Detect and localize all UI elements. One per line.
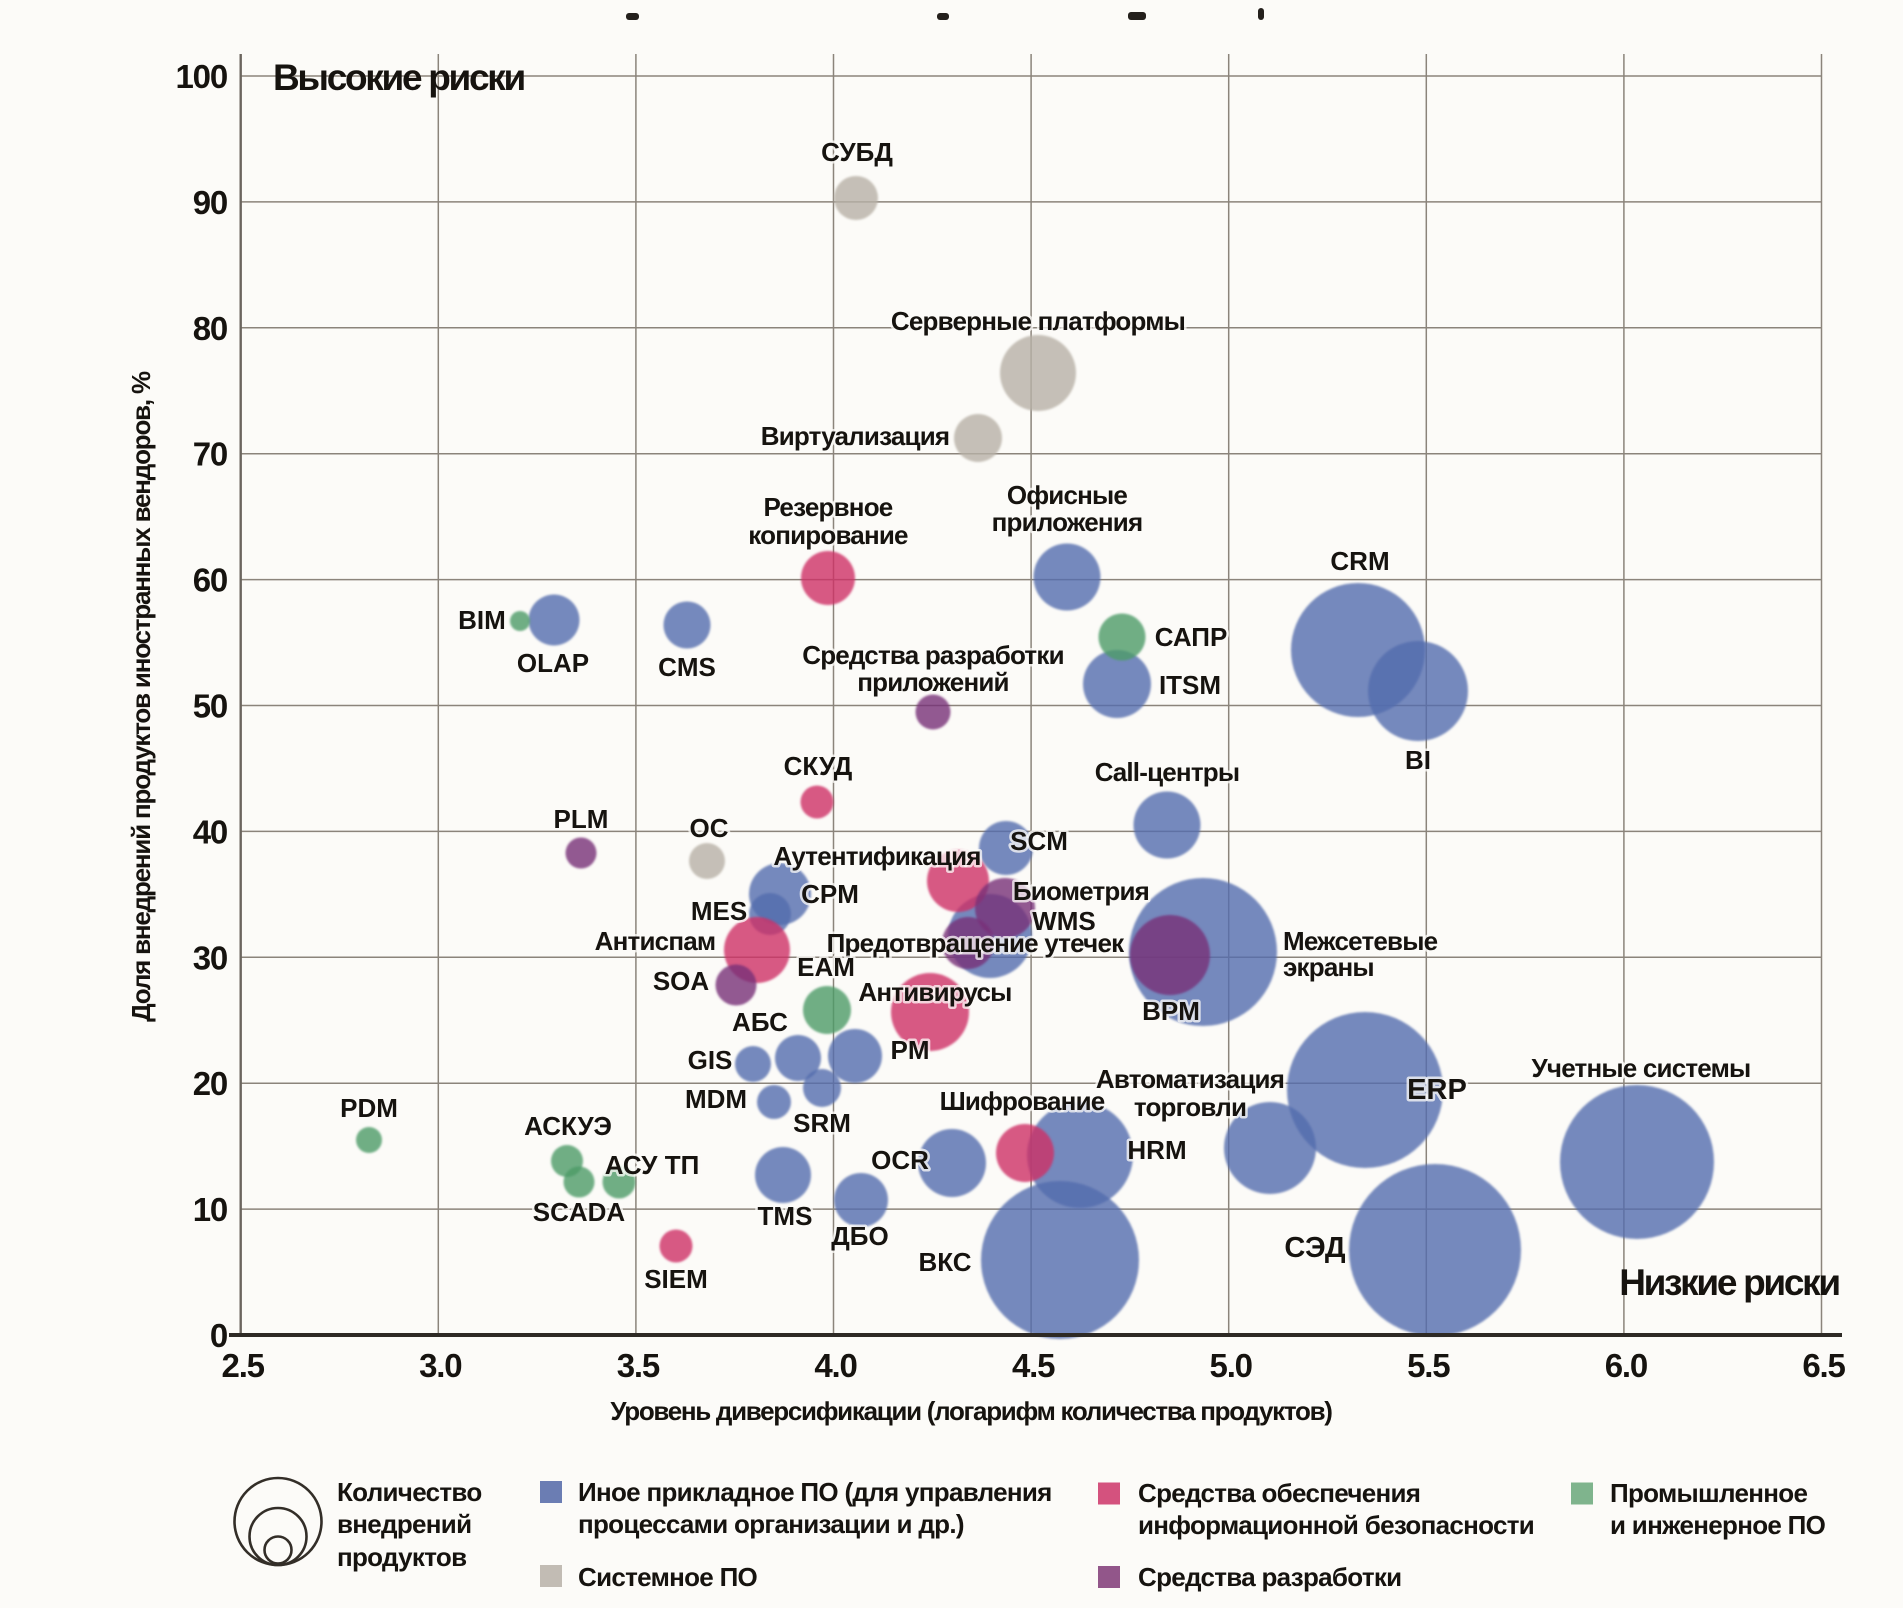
- svg-text:20: 20: [193, 1065, 227, 1102]
- svg-text:6.5: 6.5: [1802, 1347, 1845, 1384]
- svg-text:ITSM: ITSM: [1159, 670, 1221, 700]
- svg-text:экраны: экраны: [1283, 952, 1374, 982]
- svg-text:Аутентификация: Аутентификация: [773, 841, 980, 871]
- svg-text:Межсетевые: Межсетевые: [1283, 926, 1438, 956]
- svg-text:СЭД: СЭД: [1284, 1232, 1345, 1264]
- svg-text:Учетные системы: Учетные системы: [1532, 1053, 1751, 1083]
- svg-text:SIEM: SIEM: [644, 1264, 708, 1294]
- svg-text:Уровень диверсификации (логари: Уровень диверсификации (логарифм количес…: [610, 1396, 1332, 1426]
- svg-text:СКУД: СКУД: [784, 751, 853, 781]
- svg-text:30: 30: [193, 939, 227, 976]
- svg-text:Средства разработки: Средства разработки: [802, 640, 1064, 670]
- svg-text:10: 10: [193, 1191, 227, 1228]
- svg-text:2.5: 2.5: [222, 1347, 265, 1384]
- svg-text:продуктов: продуктов: [337, 1542, 466, 1572]
- svg-text:торговли: торговли: [1134, 1092, 1246, 1122]
- svg-text:Call-центры: Call-центры: [1095, 757, 1240, 787]
- svg-text:внедрений: внедрений: [337, 1509, 471, 1539]
- svg-text:BI: BI: [1405, 745, 1431, 775]
- svg-text:EAM: EAM: [797, 952, 855, 982]
- svg-text:Количество: Количество: [337, 1477, 482, 1507]
- svg-text:ERP: ERP: [1407, 1074, 1467, 1106]
- svg-text:процессами организации и др.): процессами организации и др.): [578, 1509, 964, 1539]
- svg-text:CPM: CPM: [801, 879, 859, 909]
- svg-text:SRM: SRM: [793, 1108, 851, 1138]
- svg-text:5.0: 5.0: [1210, 1347, 1252, 1384]
- svg-text:MDM: MDM: [685, 1084, 747, 1114]
- svg-text:приложения: приложения: [992, 507, 1143, 537]
- svg-text:PDM: PDM: [340, 1093, 398, 1123]
- svg-text:ОС: ОС: [690, 813, 729, 843]
- svg-text:приложений: приложений: [857, 667, 1009, 697]
- svg-text:Антивирусы: Антивирусы: [858, 977, 1011, 1007]
- svg-text:информационной безопасности: информационной безопасности: [1138, 1510, 1534, 1540]
- svg-text:3.0: 3.0: [419, 1347, 461, 1384]
- svg-text:GIS: GIS: [688, 1045, 733, 1075]
- svg-text:90: 90: [193, 184, 227, 221]
- svg-text:PLM: PLM: [554, 804, 609, 834]
- svg-text:Биометрия: Биометрия: [1013, 876, 1149, 906]
- svg-text:АСКУЭ: АСКУЭ: [524, 1111, 612, 1141]
- svg-text:АБС: АБС: [732, 1007, 788, 1037]
- svg-text:60: 60: [193, 562, 227, 599]
- svg-text:OLAP: OLAP: [517, 648, 589, 678]
- svg-text:0: 0: [210, 1317, 227, 1354]
- svg-text:3.5: 3.5: [617, 1347, 660, 1384]
- svg-text:OCR: OCR: [871, 1145, 929, 1175]
- svg-text:САПР: САПР: [1155, 622, 1228, 652]
- svg-text:Доля внедрений продуктов иност: Доля внедрений продуктов иностранных вен…: [126, 371, 156, 1022]
- svg-text:50: 50: [193, 688, 227, 725]
- svg-text:Виртуализация: Виртуализация: [761, 421, 950, 451]
- svg-text:80: 80: [193, 310, 227, 347]
- svg-text:MES: MES: [691, 896, 747, 926]
- svg-text:4.0: 4.0: [814, 1347, 856, 1384]
- svg-text:PM: PM: [891, 1035, 930, 1065]
- svg-text:и инженерное ПО: и инженерное ПО: [1610, 1510, 1826, 1540]
- svg-text:HRM: HRM: [1127, 1135, 1186, 1165]
- svg-text:CRM: CRM: [1330, 546, 1389, 576]
- svg-text:Средства разработки: Средства разработки: [1138, 1562, 1401, 1592]
- svg-text:ВКС: ВКС: [918, 1247, 971, 1277]
- svg-text:Высокие риски: Высокие риски: [273, 57, 524, 98]
- svg-text:40: 40: [193, 813, 227, 850]
- svg-text:CMS: CMS: [658, 652, 716, 682]
- svg-text:BPM: BPM: [1142, 996, 1200, 1026]
- svg-text:АСУ ТП: АСУ ТП: [605, 1150, 700, 1180]
- svg-text:BIM: BIM: [458, 605, 506, 635]
- svg-text:ДБО: ДБО: [831, 1221, 888, 1251]
- svg-text:WMS: WMS: [1032, 906, 1096, 936]
- svg-text:СУБД: СУБД: [821, 137, 893, 167]
- svg-text:4.5: 4.5: [1012, 1347, 1055, 1384]
- svg-text:5.5: 5.5: [1407, 1347, 1450, 1384]
- svg-text:100: 100: [176, 58, 227, 95]
- svg-text:Системное ПО: Системное ПО: [578, 1562, 758, 1592]
- svg-text:копирование: копирование: [748, 520, 908, 550]
- svg-text:Иное прикладное ПО (для управл: Иное прикладное ПО (для управления: [578, 1477, 1052, 1507]
- svg-text:Шифрование: Шифрование: [940, 1086, 1105, 1116]
- svg-text:Средства обеспечения: Средства обеспечения: [1138, 1478, 1420, 1508]
- svg-text:6.0: 6.0: [1605, 1347, 1647, 1384]
- svg-text:SOA: SOA: [653, 966, 710, 996]
- svg-text:Резервное: Резервное: [764, 492, 893, 522]
- svg-text:Антиспам: Антиспам: [595, 926, 716, 956]
- svg-text:TMS: TMS: [758, 1201, 813, 1231]
- svg-text:Предотвращение утечек: Предотвращение утечек: [827, 928, 1125, 958]
- svg-text:Офисные: Офисные: [1007, 480, 1128, 510]
- svg-text:Низкие риски: Низкие риски: [1619, 1262, 1839, 1303]
- svg-text:Промышленное: Промышленное: [1610, 1478, 1807, 1508]
- svg-text:Серверные платформы: Серверные платформы: [891, 306, 1185, 336]
- svg-text:SCM: SCM: [1010, 826, 1068, 856]
- svg-text:SCADA: SCADA: [533, 1197, 626, 1227]
- svg-text:Автоматизация: Автоматизация: [1096, 1064, 1284, 1094]
- svg-text:70: 70: [193, 436, 227, 473]
